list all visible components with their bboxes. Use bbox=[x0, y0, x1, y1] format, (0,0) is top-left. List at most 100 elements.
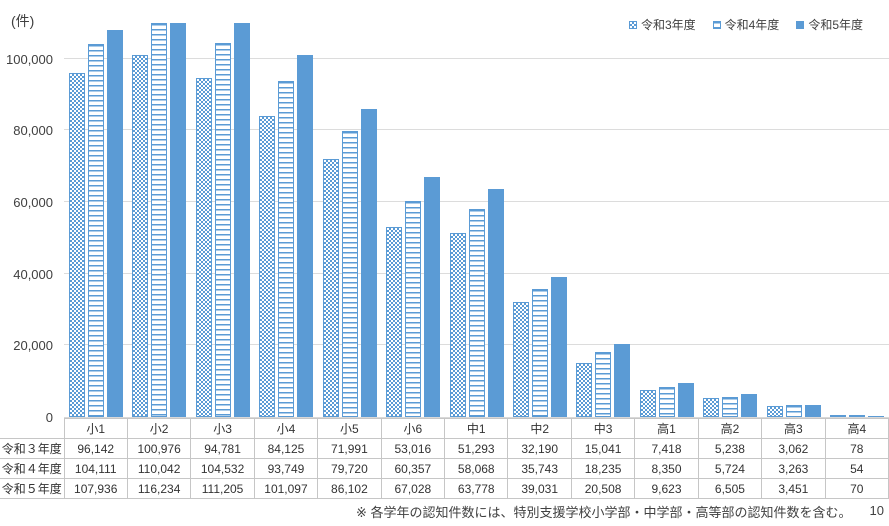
bar-令和5年度-小5 bbox=[360, 108, 377, 417]
table-cell: 32,190 bbox=[507, 438, 572, 459]
y-axis-tick-label: 0 bbox=[45, 410, 53, 425]
table-col-header-高3: 高3 bbox=[761, 418, 826, 439]
table-col-header-中3: 中3 bbox=[570, 418, 636, 439]
bar-group-高3 bbox=[762, 23, 825, 417]
table-col-header-中1: 中1 bbox=[444, 418, 509, 439]
legend-item: 令和4年度 bbox=[712, 16, 780, 33]
bar-令和4年度-中1 bbox=[468, 209, 485, 417]
legend-swatch-dots-icon bbox=[628, 20, 637, 29]
bar-令和4年度-小3 bbox=[214, 42, 231, 417]
data-table: 小1 小2 小3 小4 小5 小6 中1 中2 中3 高1 高2 高3 高4 令和３年度 96,142 100… bbox=[0, 418, 889, 499]
bar-令和3年度-小3 bbox=[195, 77, 212, 417]
bar-令和5年度-高1 bbox=[677, 382, 694, 417]
y-axis-tick-label: 80,000 bbox=[13, 123, 53, 139]
gridline bbox=[64, 201, 889, 203]
bar-group-中3 bbox=[572, 23, 635, 417]
table-cell: 96,142 bbox=[63, 438, 128, 459]
table-row: 令和４年度 104,111 110,042 104,532 93,749 79,720 60… bbox=[0, 458, 889, 479]
bar-group-小4 bbox=[254, 23, 317, 417]
legend-label: 令和5年度 bbox=[808, 18, 863, 32]
plot-area bbox=[64, 23, 889, 418]
table-col-header-高2: 高2 bbox=[697, 418, 763, 439]
table-cell: 18,235 bbox=[570, 458, 636, 479]
table-cell: 110,042 bbox=[126, 458, 192, 479]
bar-group-中2 bbox=[508, 23, 571, 417]
table-cell: 6,505 bbox=[697, 478, 763, 499]
bar-group-高1 bbox=[635, 23, 698, 417]
table-cell: 84,125 bbox=[253, 438, 319, 459]
table-cell: 5,238 bbox=[697, 438, 763, 459]
bar-令和4年度-中2 bbox=[532, 288, 549, 417]
legend-item: 令和3年度 bbox=[628, 16, 696, 33]
table-col-header-小6: 小6 bbox=[380, 418, 446, 439]
table-cell: 7,418 bbox=[634, 438, 699, 459]
table-cell: 104,532 bbox=[190, 458, 255, 479]
bar-group-中1 bbox=[445, 23, 508, 417]
bar-令和5年度-高2 bbox=[741, 393, 758, 417]
bar-令和3年度-高1 bbox=[639, 390, 656, 417]
table-header-row: 小1 小2 小3 小4 小5 小6 中1 中2 中3 高1 高2 高3 高4 bbox=[0, 418, 889, 439]
bar-令和5年度-小2 bbox=[170, 23, 187, 417]
bar-令和4年度-小6 bbox=[405, 200, 422, 417]
legend-item: 令和5年度 bbox=[796, 16, 863, 33]
table-cell: 53,016 bbox=[380, 438, 446, 459]
table-cell: 67,028 bbox=[380, 478, 446, 499]
bar-group-小2 bbox=[127, 23, 190, 417]
bar-令和5年度-小1 bbox=[106, 30, 123, 417]
gridline bbox=[64, 57, 889, 59]
table-col-header-小4: 小4 bbox=[253, 418, 319, 439]
bar-令和3年度-中2 bbox=[513, 301, 530, 417]
table-cell: 3,263 bbox=[761, 458, 826, 479]
table-cell: 15,041 bbox=[570, 438, 636, 459]
bar-group-小6 bbox=[381, 23, 444, 417]
table-cell: 70 bbox=[824, 478, 889, 499]
bar-令和3年度-高2 bbox=[703, 398, 720, 417]
table-cell: 116,234 bbox=[126, 478, 192, 499]
legend-swatch-hlines-icon bbox=[712, 20, 721, 29]
table-row-label: 令和３年度 bbox=[0, 438, 65, 459]
bar-令和5年度-小4 bbox=[297, 54, 314, 417]
legend-swatch-solid-icon bbox=[796, 20, 805, 29]
table-cell: 78 bbox=[824, 438, 889, 459]
bar-令和4年度-中3 bbox=[595, 351, 612, 417]
bar-令和3年度-小1 bbox=[68, 72, 85, 417]
bar-令和5年度-小3 bbox=[233, 23, 250, 417]
table-col-header-小1: 小1 bbox=[63, 418, 128, 439]
table-col-header-小5: 小5 bbox=[317, 418, 382, 439]
table-cell: 107,936 bbox=[63, 478, 128, 499]
bar-令和3年度-中1 bbox=[449, 233, 466, 417]
bar-令和4年度-高4 bbox=[849, 415, 866, 417]
table-cell: 54 bbox=[824, 458, 889, 479]
table-cell: 79,720 bbox=[317, 458, 382, 479]
table-cell: 63,778 bbox=[444, 478, 509, 499]
bar-令和5年度-中2 bbox=[551, 277, 568, 417]
table-cell: 111,205 bbox=[190, 478, 255, 499]
bar-令和3年度-中3 bbox=[576, 363, 593, 417]
table-cell: 71,991 bbox=[317, 438, 382, 459]
legend-label: 令和3年度 bbox=[640, 18, 696, 32]
bar-令和4年度-高3 bbox=[785, 405, 802, 417]
table-cell: 5,724 bbox=[697, 458, 763, 479]
bar-令和3年度-小4 bbox=[259, 115, 276, 417]
y-axis: 0 20,000 40,000 60,000 80,000 100,000 bbox=[0, 0, 53, 430]
table-row-label: 令和４年度 bbox=[0, 458, 65, 479]
y-axis-tick-label: 40,000 bbox=[13, 266, 53, 282]
table-cell: 3,451 bbox=[761, 478, 826, 499]
chart-legend: 令和3年度 令和4年度 令和5年度 bbox=[628, 16, 863, 33]
table-col-header-小2: 小2 bbox=[126, 418, 192, 439]
table-cell: 39,031 bbox=[507, 478, 572, 499]
bar-group-高2 bbox=[699, 23, 762, 417]
bar-令和3年度-小5 bbox=[322, 159, 339, 417]
table-cell: 86,102 bbox=[317, 478, 382, 499]
bar-group-小5 bbox=[318, 23, 381, 417]
legend-label: 令和4年度 bbox=[724, 18, 780, 32]
bar-令和4年度-小5 bbox=[341, 131, 358, 417]
footnote: ※ 各学年の認知件数には、特別支援学校小学部・中学部・高等部の認知件数を含む。 bbox=[356, 505, 852, 520]
bar-令和4年度-小4 bbox=[278, 81, 295, 417]
table-cell: 3,062 bbox=[761, 438, 826, 459]
bar-令和4年度-高2 bbox=[722, 396, 739, 417]
bar-令和3年度-高4 bbox=[830, 415, 847, 417]
y-axis-tick-label: 100,000 bbox=[6, 51, 53, 67]
y-axis-tick-label: 60,000 bbox=[13, 195, 53, 211]
